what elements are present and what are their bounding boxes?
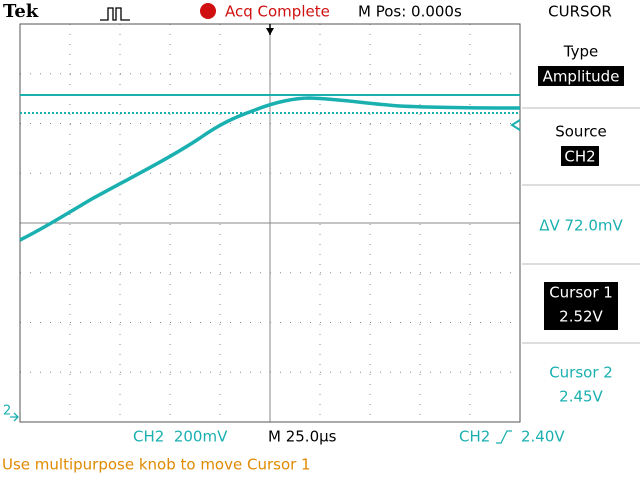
message: Use multipurpose knob to move Cursor 1 xyxy=(2,456,311,474)
type-label[interactable]: Type xyxy=(563,43,598,61)
trigger-icon xyxy=(100,7,130,21)
cursor1-label[interactable]: Cursor 1 xyxy=(549,284,613,302)
source-value[interactable]: CH2 xyxy=(564,148,595,166)
ground-arrow xyxy=(10,412,19,422)
type-value[interactable]: Amplitude xyxy=(543,68,620,86)
channel-scale: CH2 200mV xyxy=(133,428,228,446)
status-dot xyxy=(200,3,216,19)
cursor2-value[interactable]: 2.45V xyxy=(559,388,603,406)
ground-marker: 2 xyxy=(3,404,11,419)
waveform xyxy=(19,96,521,242)
trigger-source: CH2 xyxy=(459,428,490,446)
timebase: M 25.0µs xyxy=(268,428,337,446)
trigger-level-marker xyxy=(510,119,521,131)
brand: Tek xyxy=(3,1,39,22)
menu-title: CURSOR xyxy=(548,3,612,21)
type-highlight xyxy=(538,66,624,86)
cursor2-label[interactable]: Cursor 2 xyxy=(549,364,613,382)
status: Acq Complete xyxy=(225,3,330,21)
trigger-slope xyxy=(496,430,512,444)
graticule xyxy=(20,24,520,422)
source-label[interactable]: Source xyxy=(555,123,607,141)
cursor1-value[interactable]: 2.52V xyxy=(559,308,603,326)
cursor1-highlight xyxy=(544,282,618,330)
delta: ΔV 72.0mV xyxy=(539,217,623,235)
source-highlight xyxy=(561,146,599,166)
trigger-level: 2.40V xyxy=(521,428,565,446)
position: M Pos: 0.000s xyxy=(358,3,462,21)
side-menu: Type Amplitude Source CH2 ΔV 72.0mV Curs… xyxy=(522,43,640,406)
